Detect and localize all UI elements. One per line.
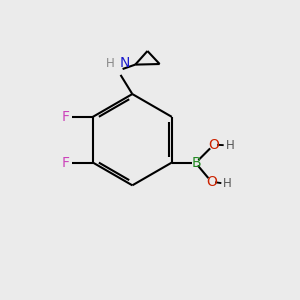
Text: H: H <box>226 139 235 152</box>
Text: F: F <box>62 155 70 170</box>
Text: B: B <box>191 155 201 170</box>
Text: H: H <box>223 177 232 190</box>
Text: N: N <box>120 56 130 70</box>
Text: O: O <box>208 138 219 152</box>
Text: H: H <box>106 58 115 70</box>
Text: O: O <box>206 175 217 189</box>
Text: F: F <box>62 110 70 124</box>
